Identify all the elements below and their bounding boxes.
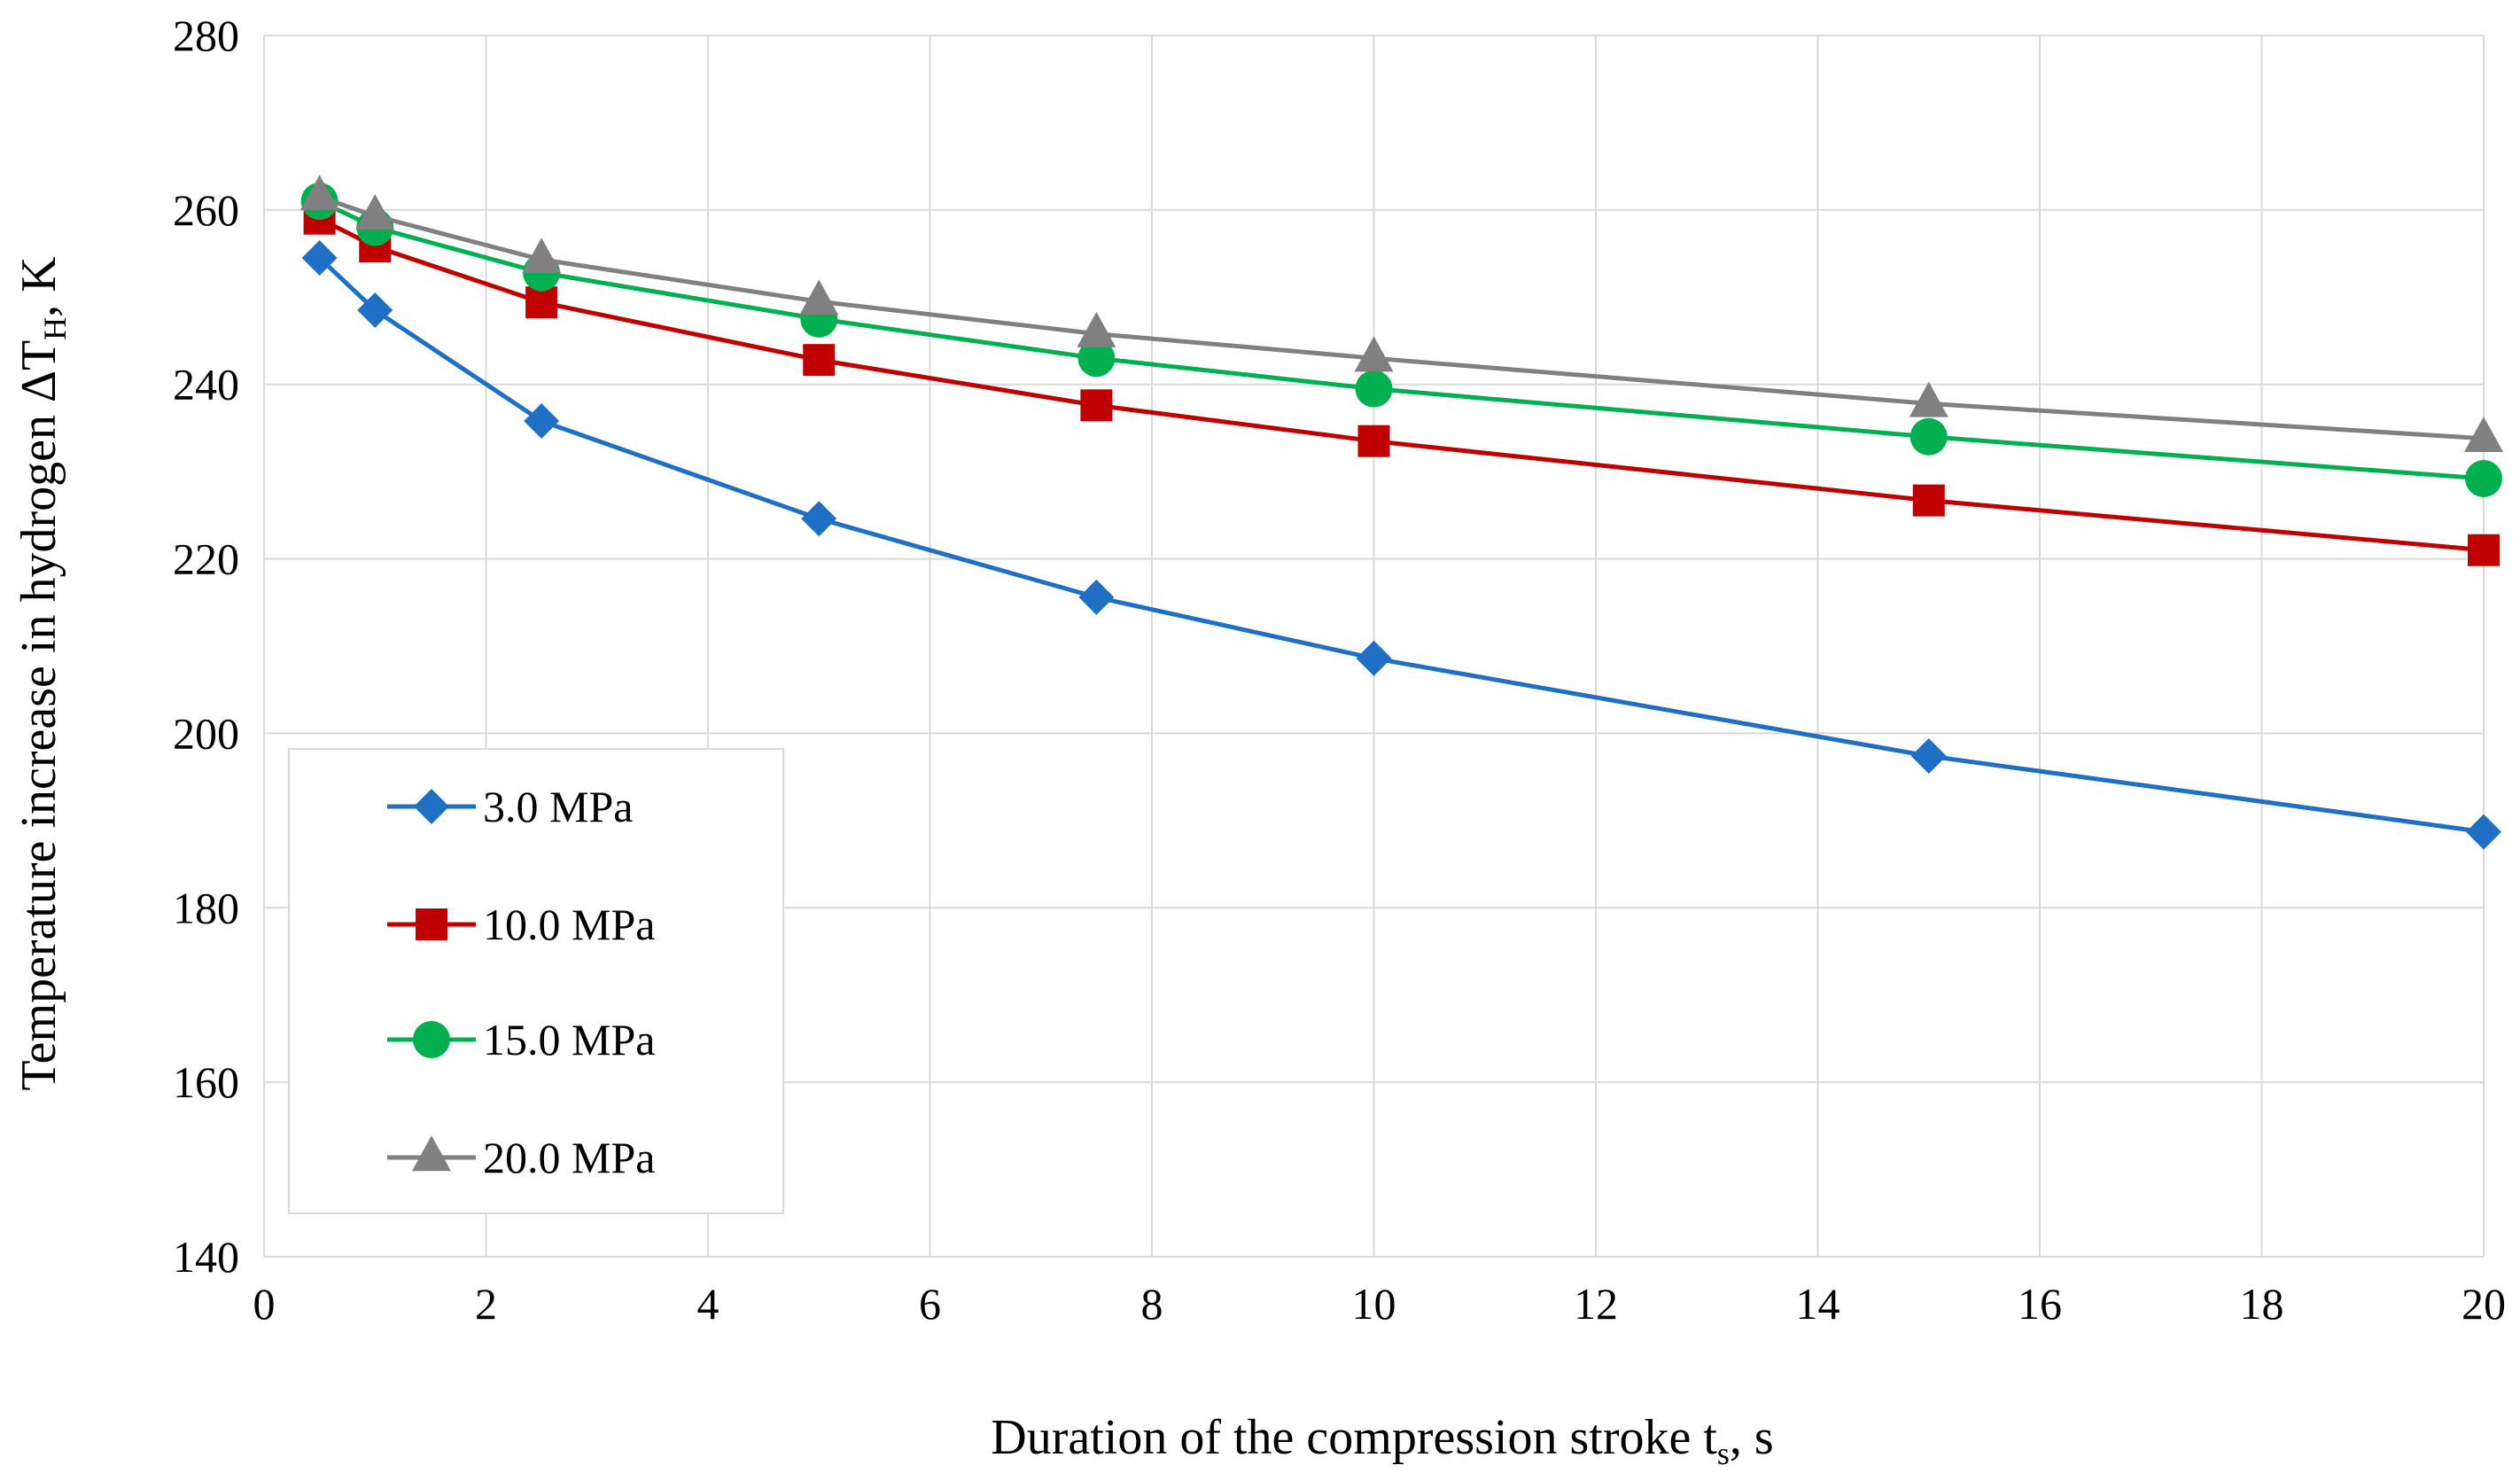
data-point (1077, 339, 1116, 378)
legend-label: 20.0 MPa (483, 1133, 655, 1182)
x-tick-label: 8 (1141, 1279, 1163, 1329)
data-point (1910, 738, 1947, 775)
y-tick-label: 180 (173, 883, 239, 932)
axes: 140 160 180 200 220 240 260 280 0 2 4 6 8 10 12 14 16 18 2… (173, 11, 2506, 1329)
x-axis-title-suffix: , s (1730, 1410, 1774, 1465)
legend-item: 20.0 MPa (387, 1133, 655, 1182)
legend-label: 15.0 MPa (483, 1015, 655, 1064)
data-point (1356, 640, 1392, 676)
legend-item: 15.0 MPa (387, 1015, 655, 1064)
data-point (799, 279, 839, 316)
series-3-0-mpa (301, 239, 2501, 850)
data-point (1078, 579, 1115, 615)
x-tick-label: 0 (253, 1279, 276, 1329)
series-line (318, 216, 2485, 553)
legend-marker (412, 1135, 451, 1172)
y-tick-label: 240 (173, 360, 239, 409)
x-tick-label: 20 (2462, 1279, 2506, 1329)
legend-marker (413, 1021, 450, 1058)
data-point (1354, 336, 1394, 372)
legend-label: 3.0 MPa (483, 782, 633, 831)
x-tick-label: 14 (1796, 1279, 1840, 1329)
x-axis-title: Duration of the compression stroke ts, s (991, 1410, 1773, 1471)
data-point (1912, 484, 1945, 517)
series-20-0-mpa (299, 175, 2503, 452)
data-point (2468, 534, 2500, 566)
x-tick-label: 12 (1574, 1279, 1618, 1329)
y-axis-title-main: Temperature increase in hydrogen ΔT (12, 340, 66, 1091)
data-series (299, 175, 2503, 850)
series-15-0-mpa (300, 183, 2502, 498)
y-axis-title: Temperature increase in hydrogen ΔTH, K (12, 256, 73, 1090)
x-tick-label: 16 (2018, 1279, 2062, 1329)
data-point (801, 501, 837, 537)
data-point (1080, 389, 1113, 422)
legend-marker (414, 789, 449, 824)
data-point (522, 238, 562, 274)
data-point (1357, 425, 1390, 457)
x-tick-label: 18 (2240, 1279, 2284, 1329)
legend-marker (416, 908, 447, 940)
data-point (524, 403, 560, 440)
x-tick-label: 6 (919, 1279, 941, 1329)
y-tick-label: 140 (173, 1232, 239, 1282)
series-line (318, 199, 2485, 481)
legend-item: 3.0 MPa (387, 782, 633, 831)
data-point (803, 344, 836, 377)
series-10-0-mpa (303, 202, 2500, 566)
x-tick-label: 2 (475, 1279, 497, 1329)
data-point (2464, 416, 2503, 452)
x-tick-label: 4 (697, 1279, 719, 1329)
y-tick-label: 280 (173, 11, 239, 60)
y-tick-label: 220 (173, 534, 239, 584)
x-axis-title-sub: s (1717, 1436, 1730, 1471)
x-axis-title-main: Duration of the compression stroke t (991, 1410, 1717, 1465)
data-point (1077, 311, 1116, 347)
legend-item: 10.0 MPa (387, 900, 655, 949)
y-axis-title-sub: H (37, 317, 73, 340)
series-line (317, 256, 2485, 835)
x-tick-label: 10 (1352, 1279, 1396, 1329)
y-axis-title-suffix: , K (12, 256, 66, 316)
data-point (1909, 417, 1948, 456)
legend: 3.0 MPa 10.0 MPa 15.0 MPa 20.0 MPa (288, 748, 784, 1214)
data-point (525, 286, 558, 319)
data-point (299, 175, 339, 211)
y-tick-label: 260 (173, 185, 239, 235)
series-line (318, 194, 2485, 441)
data-point (2466, 814, 2501, 850)
legend-box (288, 748, 784, 1214)
data-point (1355, 370, 1393, 408)
legend-label: 10.0 MPa (483, 900, 655, 949)
y-tick-label: 160 (173, 1057, 239, 1107)
data-point (357, 292, 393, 329)
data-point (301, 239, 338, 276)
data-point (1909, 381, 1948, 417)
data-point (2465, 460, 2502, 498)
y-tick-label: 200 (173, 708, 239, 758)
data-point (355, 193, 395, 230)
